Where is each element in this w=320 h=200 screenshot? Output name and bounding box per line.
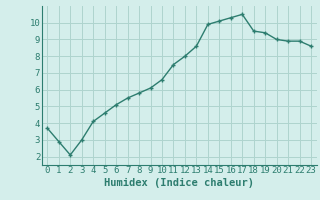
X-axis label: Humidex (Indice chaleur): Humidex (Indice chaleur) [104,178,254,188]
